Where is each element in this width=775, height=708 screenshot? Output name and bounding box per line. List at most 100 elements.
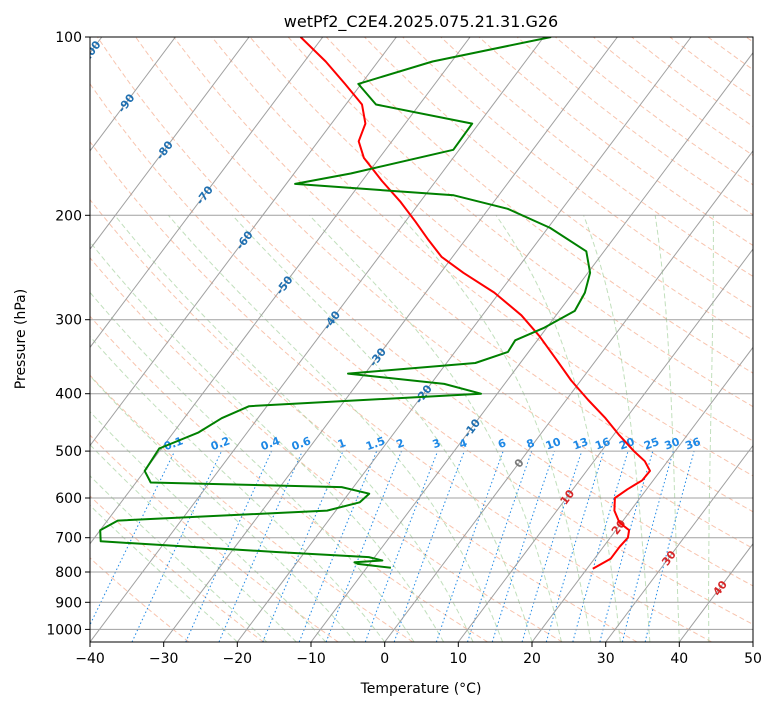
mixing-ratio-label: 10 [544, 435, 563, 453]
y-axis-label: Pressure (hPa) [13, 289, 29, 389]
mixing-ratio-line [545, 450, 605, 642]
isotherm [90, 37, 397, 447]
dry-adiabat [90, 315, 488, 642]
dry-adiabat [90, 557, 190, 642]
mixing-ratio-label: 1.5 [364, 434, 387, 453]
x-tick-label: −30 [149, 651, 179, 667]
mixing-ratio-line [325, 450, 402, 642]
y-tick-label: 900 [55, 595, 82, 611]
mixing-ratio-label: 8 [525, 436, 537, 451]
mixing-ratio-line [185, 450, 272, 642]
y-tick-label: 300 [55, 313, 82, 329]
moist-adiabat [114, 214, 474, 642]
moist-adiabat [399, 214, 592, 642]
moist-adiabat [90, 475, 268, 642]
dry-adiabat [90, 434, 339, 642]
dry-adiabat [90, 83, 753, 625]
mixing-ratio-line [491, 450, 555, 642]
isotherm [457, 248, 753, 642]
temperature-line [299, 37, 651, 570]
mixing-ratio-label: 16 [593, 435, 612, 453]
mixing-ratio-line [364, 450, 439, 642]
x-tick-label: 30 [597, 651, 615, 667]
dewpoint-line [99, 37, 592, 569]
moist-adiabat [90, 241, 445, 642]
moist-adiabat [583, 215, 651, 642]
mixing-ratio-label: 30 [663, 435, 682, 453]
y-tick-label: 200 [55, 208, 82, 224]
y-tick-label: 600 [55, 491, 82, 507]
x-tick-label: 20 [523, 651, 541, 667]
sounding-profiles [99, 37, 651, 570]
plot-frame [89, 36, 754, 643]
isobar-gridlines [90, 37, 753, 630]
isotherm [90, 37, 545, 642]
dry-adiabat [364, 37, 753, 341]
mixing-ratio-label: 0.6 [290, 434, 313, 453]
dry-adiabat [90, 140, 712, 642]
x-tick-label: 40 [670, 651, 688, 667]
isotherm [90, 37, 176, 152]
moist-adiabat [90, 375, 356, 642]
mixing-ratio-label: 4 [457, 436, 469, 451]
mixing-ratio-label: 0.4 [259, 434, 282, 453]
mixing-ratio-line [435, 450, 504, 642]
x-tick-label: 10 [449, 651, 467, 667]
mixing-ratio-label: 1 [336, 436, 348, 451]
moist-adiabat-lines [90, 214, 714, 642]
mixing-ratio-label: 25 [642, 435, 661, 452]
dry-adiabat [211, 37, 753, 477]
y-tick-label: 500 [55, 444, 82, 460]
mixing-ratio-label: 3 [431, 436, 443, 451]
y-tick-label: 800 [55, 565, 82, 581]
isotherm [384, 150, 753, 642]
mixing-ratio-label: 2 [394, 436, 406, 451]
x-tick-label: −10 [296, 651, 326, 667]
mixing-ratio-line [298, 450, 378, 642]
x-tick-label: −40 [75, 651, 105, 667]
mixing-ratio-line [572, 450, 629, 642]
chart-title: wetPf2_C2E4.2025.075.21.31.G26 [284, 12, 558, 32]
moist-adiabat [90, 444, 297, 642]
mixing-ratio-label: 13 [571, 435, 590, 452]
dry-adiabat [402, 37, 753, 309]
mixing-ratio-line [599, 450, 654, 642]
mixing-ratio-line [467, 450, 533, 642]
mixing-ratio-line [621, 450, 674, 642]
dry-adiabat [325, 37, 753, 374]
isotherm [90, 37, 324, 349]
x-tick-label: 0 [380, 651, 389, 667]
isotherm [163, 37, 618, 642]
mixing-ratio-label: 36 [683, 435, 702, 453]
mixing-ratio-label: 0.1 [162, 434, 185, 453]
mixing-ratio-label: 0.2 [209, 434, 232, 453]
x-tick-label: −20 [223, 651, 253, 667]
moist-adiabat [654, 215, 680, 642]
isotherm [531, 346, 753, 642]
isotherm [310, 51, 753, 642]
x-axis: −40 −30 −20 −10 0 10 20 30 40 50 [75, 642, 762, 667]
moist-adiabat [90, 335, 386, 642]
mixing-ratio-line [521, 450, 583, 642]
y-axis: 100 200 300 400 500 600 700 800 900 1000 [46, 30, 90, 638]
isotherm [236, 37, 692, 642]
dry-adiabat [90, 257, 563, 642]
isotherm [90, 37, 250, 250]
isotherm [90, 37, 471, 545]
dry-adiabat [90, 198, 638, 642]
moist-adiabat [90, 411, 327, 642]
y-tick-label: 100 [55, 30, 82, 46]
moist-adiabat [309, 214, 562, 642]
x-tick-label: 50 [744, 651, 762, 667]
moist-adiabat [232, 214, 533, 642]
x-axis-label: Temperature (°C) [360, 681, 482, 697]
mixing-ratio-line [90, 450, 176, 626]
mixing-ratio-line [218, 450, 303, 642]
mixing-ratio-line [262, 450, 344, 642]
y-tick-label: 1000 [46, 622, 82, 638]
isotherm [605, 444, 753, 642]
moist-adiabat [708, 215, 714, 642]
dry-adiabat [90, 495, 264, 642]
y-tick-label: 700 [55, 531, 82, 547]
